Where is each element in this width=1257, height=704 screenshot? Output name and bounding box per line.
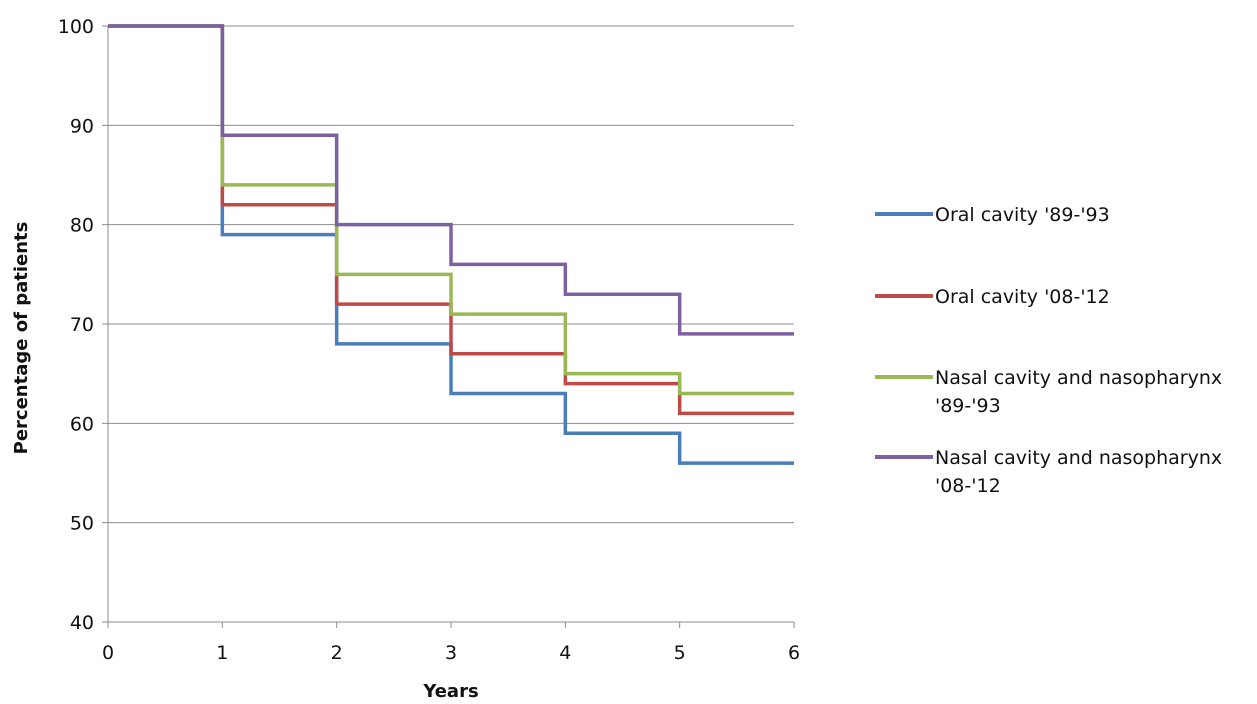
legend-label: Nasal cavity and nasopharynx [935,447,1222,469]
x-tick-label: 3 [445,642,457,664]
legend-entry: Oral cavity '08-'12 [875,286,1110,308]
axis-layer: 40 50 60 70 80 90 100 0 1 2 3 4 5 6 [58,16,800,664]
y-tick-label: 90 [70,115,94,137]
y-tick-label: 70 [70,314,94,336]
legend-label: '08-'12 [935,475,1001,497]
legend-label: Oral cavity '08-'12 [935,286,1110,308]
legend-entry: Nasal cavity and nasopharynx '89-'93 [875,367,1222,417]
x-tick-label: 1 [216,642,228,664]
legend: Oral cavity '89-'93 Oral cavity '08-'12 Na… [875,204,1222,497]
legend-label: Nasal cavity and nasopharynx [935,367,1222,389]
y-tick-label: 40 [70,612,94,634]
legend-label: Oral cavity '89-'93 [935,204,1110,226]
series-line-3 [108,24,794,396]
series-layer [108,24,794,465]
legend-entry: Oral cavity '89-'93 [875,204,1110,226]
x-axis-title: Years [422,681,478,700]
x-tick-label: 5 [674,642,686,664]
x-tick-label: 0 [102,642,114,664]
y-tick-label: 80 [70,215,94,237]
y-tick-label: 50 [70,513,94,535]
x-tick-label: 2 [331,642,343,664]
legend-entry: Nasal cavity and nasopharynx '08-'12 [875,447,1222,497]
y-tick-label: 60 [70,413,94,435]
y-tick-label: 100 [58,16,94,38]
legend-label: '89-'93 [935,395,1001,417]
x-tick-label: 6 [788,642,800,664]
x-tick-label: 4 [559,642,571,664]
series-line-2 [108,24,794,416]
y-axis-title: Percentage of patients [11,222,32,455]
series-line-4 [108,24,794,336]
